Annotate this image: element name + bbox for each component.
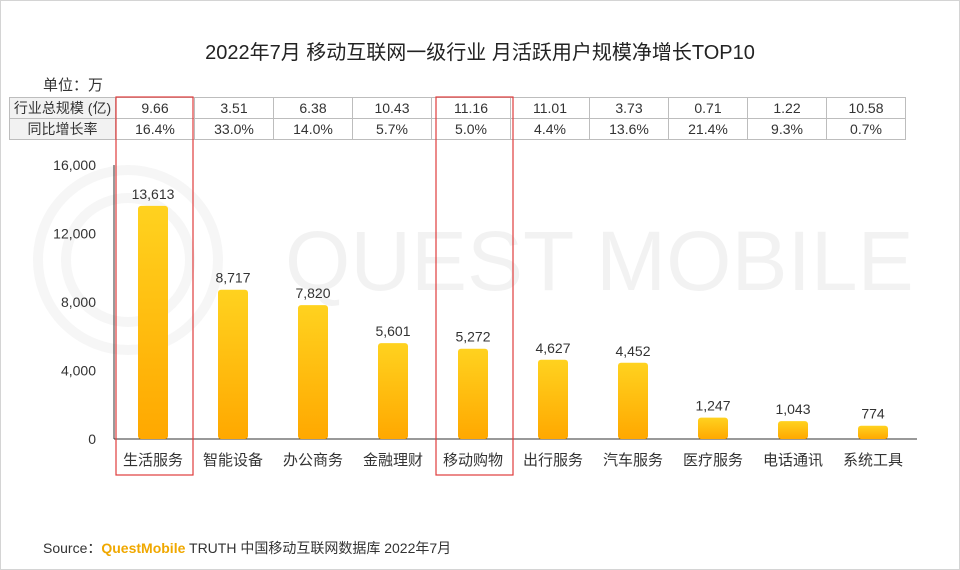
data-label: 8,717	[215, 270, 250, 286]
source-line: Source：QuestMobile TRUTH 中国移动互联网数据库 2022…	[43, 538, 451, 558]
x-tick-label: 汽车服务	[603, 451, 663, 469]
x-tick-label: 智能设备	[203, 451, 263, 469]
x-tick-label: 生活服务	[123, 451, 183, 469]
data-label: 4,627	[535, 340, 570, 356]
y-tick-label: 12,000	[53, 226, 96, 242]
x-tick-label: 移动购物	[443, 451, 503, 469]
table-cell: 21.4%	[668, 118, 748, 140]
table-cell: 3.73	[589, 97, 669, 119]
x-tick-label: 金融理财	[363, 451, 423, 469]
watermark-ring-outer	[33, 165, 223, 355]
x-tick-label: 系统工具	[843, 451, 903, 469]
bar	[618, 362, 648, 439]
data-label: 1,043	[775, 401, 810, 417]
y-tick-label: 4,000	[61, 363, 96, 379]
highlight-box	[435, 96, 514, 476]
y-tick-label: 0	[88, 431, 96, 447]
bar	[858, 425, 888, 439]
source-brand: QuestMobile	[101, 540, 186, 556]
table-row-total-scale: 行业总规模 (亿) 9.66 3.51 6.38 10.43 11.16 11.…	[9, 97, 906, 119]
data-label: 5,601	[375, 323, 410, 339]
chart-title: 2022年7月 移动互联网一级行业 月活跃用户规模净增长TOP10	[205, 42, 755, 64]
bar	[778, 421, 808, 439]
bar	[138, 205, 168, 439]
source-text: TRUTH 中国移动互联网数据库 2022年7月	[189, 540, 452, 556]
x-tick-label: 医疗服务	[683, 451, 743, 469]
stats-table: 行业总规模 (亿) 9.66 3.51 6.38 10.43 11.16 11.…	[9, 97, 906, 140]
table-cell: 0.71	[668, 97, 748, 119]
watermark-text: QUEST MOBILE	[285, 214, 914, 308]
data-label: 774	[861, 406, 885, 422]
x-tick-label: 出行服务	[523, 451, 583, 469]
y-tick-label: 8,000	[61, 294, 96, 310]
source-prefix: Source：	[43, 540, 102, 556]
data-label: 13,613	[132, 186, 175, 202]
y-tick-label: 16,000	[53, 157, 96, 173]
data-label: 5,272	[455, 329, 490, 345]
bar	[698, 417, 728, 439]
table-cell: 1.22	[747, 97, 827, 119]
data-label: 4,452	[615, 343, 650, 359]
table-row-yoy-growth: 同比增长率 16.4% 33.0% 14.0% 5.7% 5.0% 4.4% 1…	[9, 118, 906, 140]
watermark-ring-inner	[61, 193, 195, 327]
table-cell: 10.43	[352, 97, 432, 119]
table-cell: 0.7%	[826, 118, 906, 140]
unit-label: 单位：万	[43, 77, 104, 94]
x-tick-label: 办公商务	[283, 451, 343, 469]
bar	[458, 348, 488, 439]
x-tick-label: 电话通讯	[763, 451, 823, 469]
bar	[378, 343, 408, 439]
highlight-box	[115, 96, 194, 476]
table-cell: 11.16	[431, 97, 511, 119]
bar	[298, 305, 328, 439]
bar	[218, 289, 248, 439]
row-header-yoy-growth: 同比增长率	[9, 118, 116, 140]
data-label: 1,247	[695, 398, 730, 414]
bar	[538, 359, 568, 439]
table-cell: 33.0%	[194, 118, 274, 140]
data-label: 7,820	[295, 285, 330, 301]
table-cell: 9.3%	[747, 118, 827, 140]
table-cell: 14.0%	[273, 118, 353, 140]
